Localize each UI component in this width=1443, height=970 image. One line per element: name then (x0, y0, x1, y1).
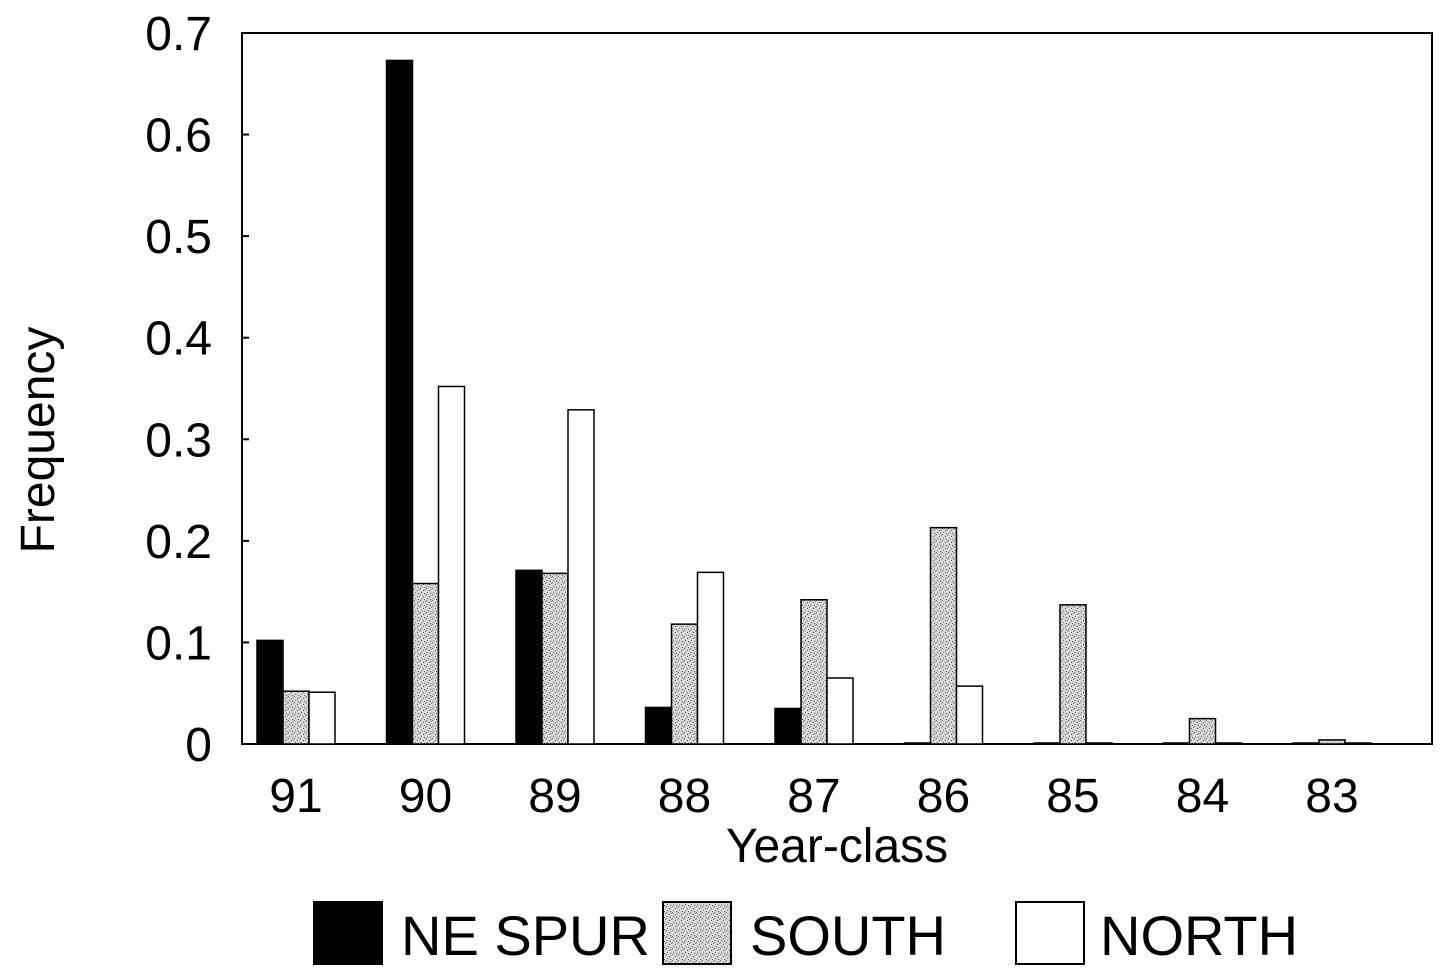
bar-ne-spur-86 (903, 742, 932, 745)
y-tick-label: 0.2 (145, 516, 212, 569)
bar-north-91 (308, 691, 336, 745)
bar-ne-spur-85 (1033, 742, 1061, 745)
bar-north-84 (1214, 742, 1243, 745)
legend-label: NORTH (1100, 904, 1298, 967)
bar-south-86 (929, 526, 958, 745)
legend: NE SPUR SOUTH NORTH (313, 901, 1298, 967)
x-tick-label: 88 (658, 770, 711, 823)
bar-ne-spur-90 (385, 59, 414, 745)
bars (256, 59, 1372, 745)
x-tick-label: 85 (1046, 770, 1099, 823)
x-tick-label: 91 (269, 770, 322, 823)
x-tick-label: 90 (399, 770, 452, 823)
bar-north-89 (567, 409, 595, 745)
x-axis-title: Year-class (726, 820, 948, 873)
bar-south-87 (800, 599, 828, 745)
x-tick-label: 86 (917, 770, 970, 823)
bar-south-90 (411, 582, 440, 745)
x-axis: 91 90 89 88 87 86 85 84 83 (269, 770, 1358, 823)
y-tick-label: 0.5 (145, 211, 212, 264)
bar-south-83 (1318, 739, 1346, 745)
legend-swatch-ne-spur (313, 901, 383, 965)
bar-north-90 (437, 385, 466, 745)
bar-ne-spur-91 (256, 639, 284, 745)
bar-ne-spur-83 (1292, 742, 1320, 745)
bar-north-86 (955, 685, 984, 745)
bar-north-87 (826, 677, 854, 745)
bar-north-88 (696, 571, 725, 745)
legend-swatch-north (1015, 901, 1085, 965)
y-axis-title: Frequency (12, 327, 65, 554)
bar-ne-spur-88 (644, 706, 673, 745)
bar-north-85 (1085, 742, 1113, 745)
y-tick-label: 0 (185, 719, 212, 772)
y-tick-label: 0.7 (145, 8, 212, 61)
y-tick-label: 0.4 (145, 313, 212, 366)
legend-swatch-south (662, 901, 732, 965)
bar-south-88 (670, 623, 699, 745)
legend-label: SOUTH (750, 904, 946, 967)
bar-south-85 (1059, 604, 1087, 745)
bar-ne-spur-84 (1162, 742, 1191, 745)
y-tick-label: 0.6 (145, 110, 212, 163)
y-tick-label: 0.3 (145, 414, 212, 467)
bar-ne-spur-87 (774, 707, 802, 745)
x-tick-label: 84 (1176, 770, 1229, 823)
bar-south-84 (1188, 717, 1217, 745)
x-tick-label: 89 (528, 770, 581, 823)
x-tick-label: 87 (787, 770, 840, 823)
bar-south-89 (541, 572, 569, 745)
bar-north-83 (1344, 742, 1372, 745)
legend-label: NE SPUR (401, 904, 650, 967)
x-tick-label: 83 (1305, 770, 1358, 823)
bar-ne-spur-89 (515, 569, 543, 745)
bar-south-91 (282, 690, 310, 745)
y-axis: 0 0.1 0.2 0.3 0.4 0.5 0.6 0.7 (145, 8, 249, 772)
y-tick-label: 0.1 (145, 617, 212, 670)
